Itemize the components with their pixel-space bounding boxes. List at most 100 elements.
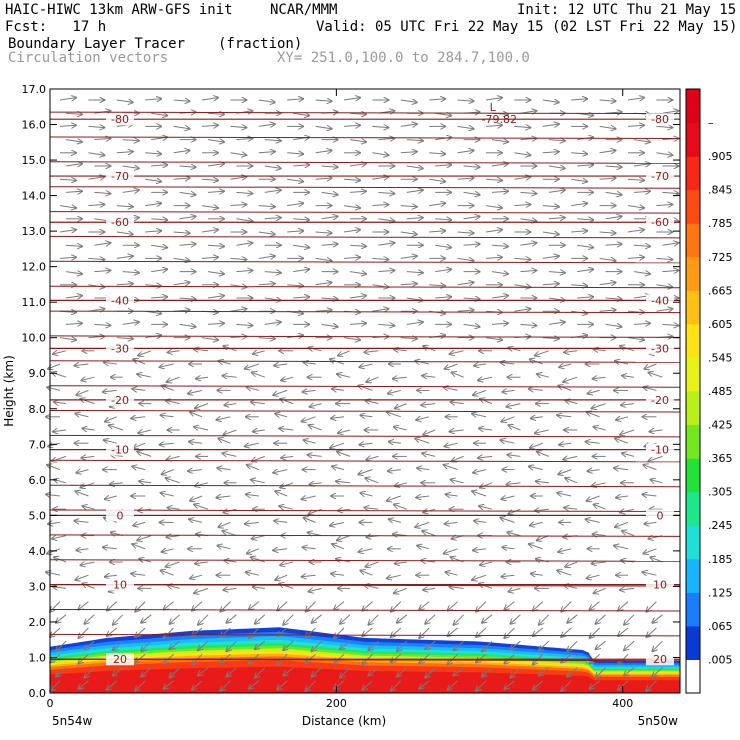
circulation-arrow bbox=[303, 547, 316, 549]
colorbar-swatch bbox=[686, 156, 700, 191]
circulation-arrow bbox=[349, 191, 366, 192]
contour-line bbox=[49, 434, 681, 438]
circulation-arrow bbox=[485, 206, 502, 208]
circulation-arrow bbox=[273, 389, 288, 395]
circulation-arrow bbox=[387, 575, 401, 578]
circulation-arrow bbox=[343, 125, 360, 126]
circulation-arrow bbox=[605, 216, 622, 218]
circulation-arrow bbox=[359, 443, 373, 445]
circulation-arrow bbox=[336, 481, 351, 483]
circulation-arrow bbox=[46, 572, 61, 575]
circulation-arrow bbox=[88, 177, 104, 179]
circulation-arrow bbox=[277, 601, 288, 611]
circulation-arrow bbox=[255, 667, 266, 678]
circulation-arrow bbox=[75, 414, 89, 417]
contour-line bbox=[49, 161, 681, 164]
circulation-arrow bbox=[258, 124, 275, 126]
circulation-arrow bbox=[52, 536, 67, 539]
circulation-arrow bbox=[360, 570, 373, 576]
circulation-arrow bbox=[201, 338, 218, 340]
circulation-arrow bbox=[501, 416, 515, 422]
circulation-arrow bbox=[485, 125, 502, 126]
circulation-arrow bbox=[343, 98, 360, 100]
circulation-arrow bbox=[275, 574, 288, 580]
circulation-arrow bbox=[491, 245, 508, 246]
circulation-arrow bbox=[245, 443, 259, 446]
circulation-arrow bbox=[59, 257, 76, 258]
circulation-arrow bbox=[448, 680, 458, 690]
circulation-arrow bbox=[530, 522, 543, 525]
circulation-arrow bbox=[577, 269, 593, 271]
circulation-arrow bbox=[454, 640, 464, 650]
circulation-arrow bbox=[368, 640, 379, 650]
colorbar-swatch bbox=[686, 357, 700, 392]
circulation-arrow bbox=[201, 230, 218, 232]
circulation-arrow bbox=[445, 522, 458, 524]
left-endpoint-label: 5n54w bbox=[52, 714, 93, 728]
circulation-arrow bbox=[372, 126, 388, 127]
circulation-arrow bbox=[482, 640, 493, 651]
circulation-arrow bbox=[56, 640, 67, 651]
circulation-arrow bbox=[662, 270, 678, 271]
circulation-arrow bbox=[571, 99, 587, 100]
circulation-arrow bbox=[537, 452, 549, 457]
colorbar-label: .545 bbox=[708, 351, 733, 364]
circulation-arrow bbox=[508, 588, 521, 591]
circulation-arrow bbox=[222, 376, 237, 378]
contour-label: -40 bbox=[651, 294, 669, 307]
circulation-arrow bbox=[563, 456, 578, 459]
circulation-arrow bbox=[400, 284, 417, 285]
circulation-arrow bbox=[189, 519, 203, 522]
contour-label: 20 bbox=[113, 653, 127, 666]
circulation-arrow bbox=[179, 298, 196, 299]
circulation-arrow bbox=[340, 614, 351, 624]
minimum-marker: L bbox=[490, 101, 497, 114]
circulation-arrow bbox=[365, 478, 379, 484]
circulation-arrow bbox=[287, 203, 303, 205]
circulation-arrow bbox=[258, 206, 275, 207]
circulation-arrow bbox=[558, 469, 572, 475]
circulation-arrow bbox=[599, 258, 616, 260]
contour-label: -40 bbox=[111, 294, 129, 307]
circulation-arrow bbox=[627, 98, 644, 100]
circulation-arrow bbox=[485, 179, 502, 180]
circulation-arrow bbox=[485, 338, 502, 340]
circulation-arrow bbox=[122, 272, 139, 273]
circulation-arrow bbox=[393, 377, 407, 379]
circulation-arrow bbox=[587, 495, 600, 501]
circulation-arrow bbox=[473, 470, 487, 473]
circulation-arrow bbox=[192, 680, 203, 690]
circulation-arrow bbox=[586, 519, 600, 522]
circulation-arrow bbox=[586, 442, 600, 444]
circulation-arrow bbox=[258, 100, 275, 102]
circulation-arrow bbox=[478, 456, 493, 458]
colorbar-swatch bbox=[686, 424, 700, 459]
circulation-arrow bbox=[207, 323, 224, 324]
circulation-arrow bbox=[132, 466, 146, 469]
circulation-arrow bbox=[394, 504, 407, 510]
circulation-arrow bbox=[65, 140, 82, 142]
circulation-arrow bbox=[236, 270, 252, 271]
circulation-arrow bbox=[273, 549, 288, 551]
circulation-arrow bbox=[476, 601, 487, 612]
circulation-arrow bbox=[334, 601, 345, 610]
circulation-arrow bbox=[400, 124, 417, 126]
circulation-arrow bbox=[567, 614, 578, 623]
circulation-arrow bbox=[168, 508, 180, 510]
contour-line bbox=[49, 559, 681, 562]
circulation-arrow bbox=[624, 614, 635, 625]
colorbar-label: .185 bbox=[708, 553, 733, 566]
circulation-arrow bbox=[564, 508, 578, 510]
circulation-arrow bbox=[391, 680, 402, 691]
circulation-arrow bbox=[425, 640, 436, 649]
circulation-arrow bbox=[648, 372, 663, 378]
contour-line bbox=[49, 285, 681, 289]
circulation-arrow bbox=[230, 126, 246, 127]
colorbar-label: – bbox=[708, 117, 714, 130]
circulation-arrow bbox=[422, 453, 436, 456]
circulation-arrow bbox=[198, 614, 209, 625]
y-tick-label: 5.0 bbox=[29, 509, 47, 522]
circulation-arrow bbox=[615, 438, 629, 444]
circulation-arrow bbox=[472, 491, 487, 497]
circulation-arrow bbox=[537, 374, 549, 377]
